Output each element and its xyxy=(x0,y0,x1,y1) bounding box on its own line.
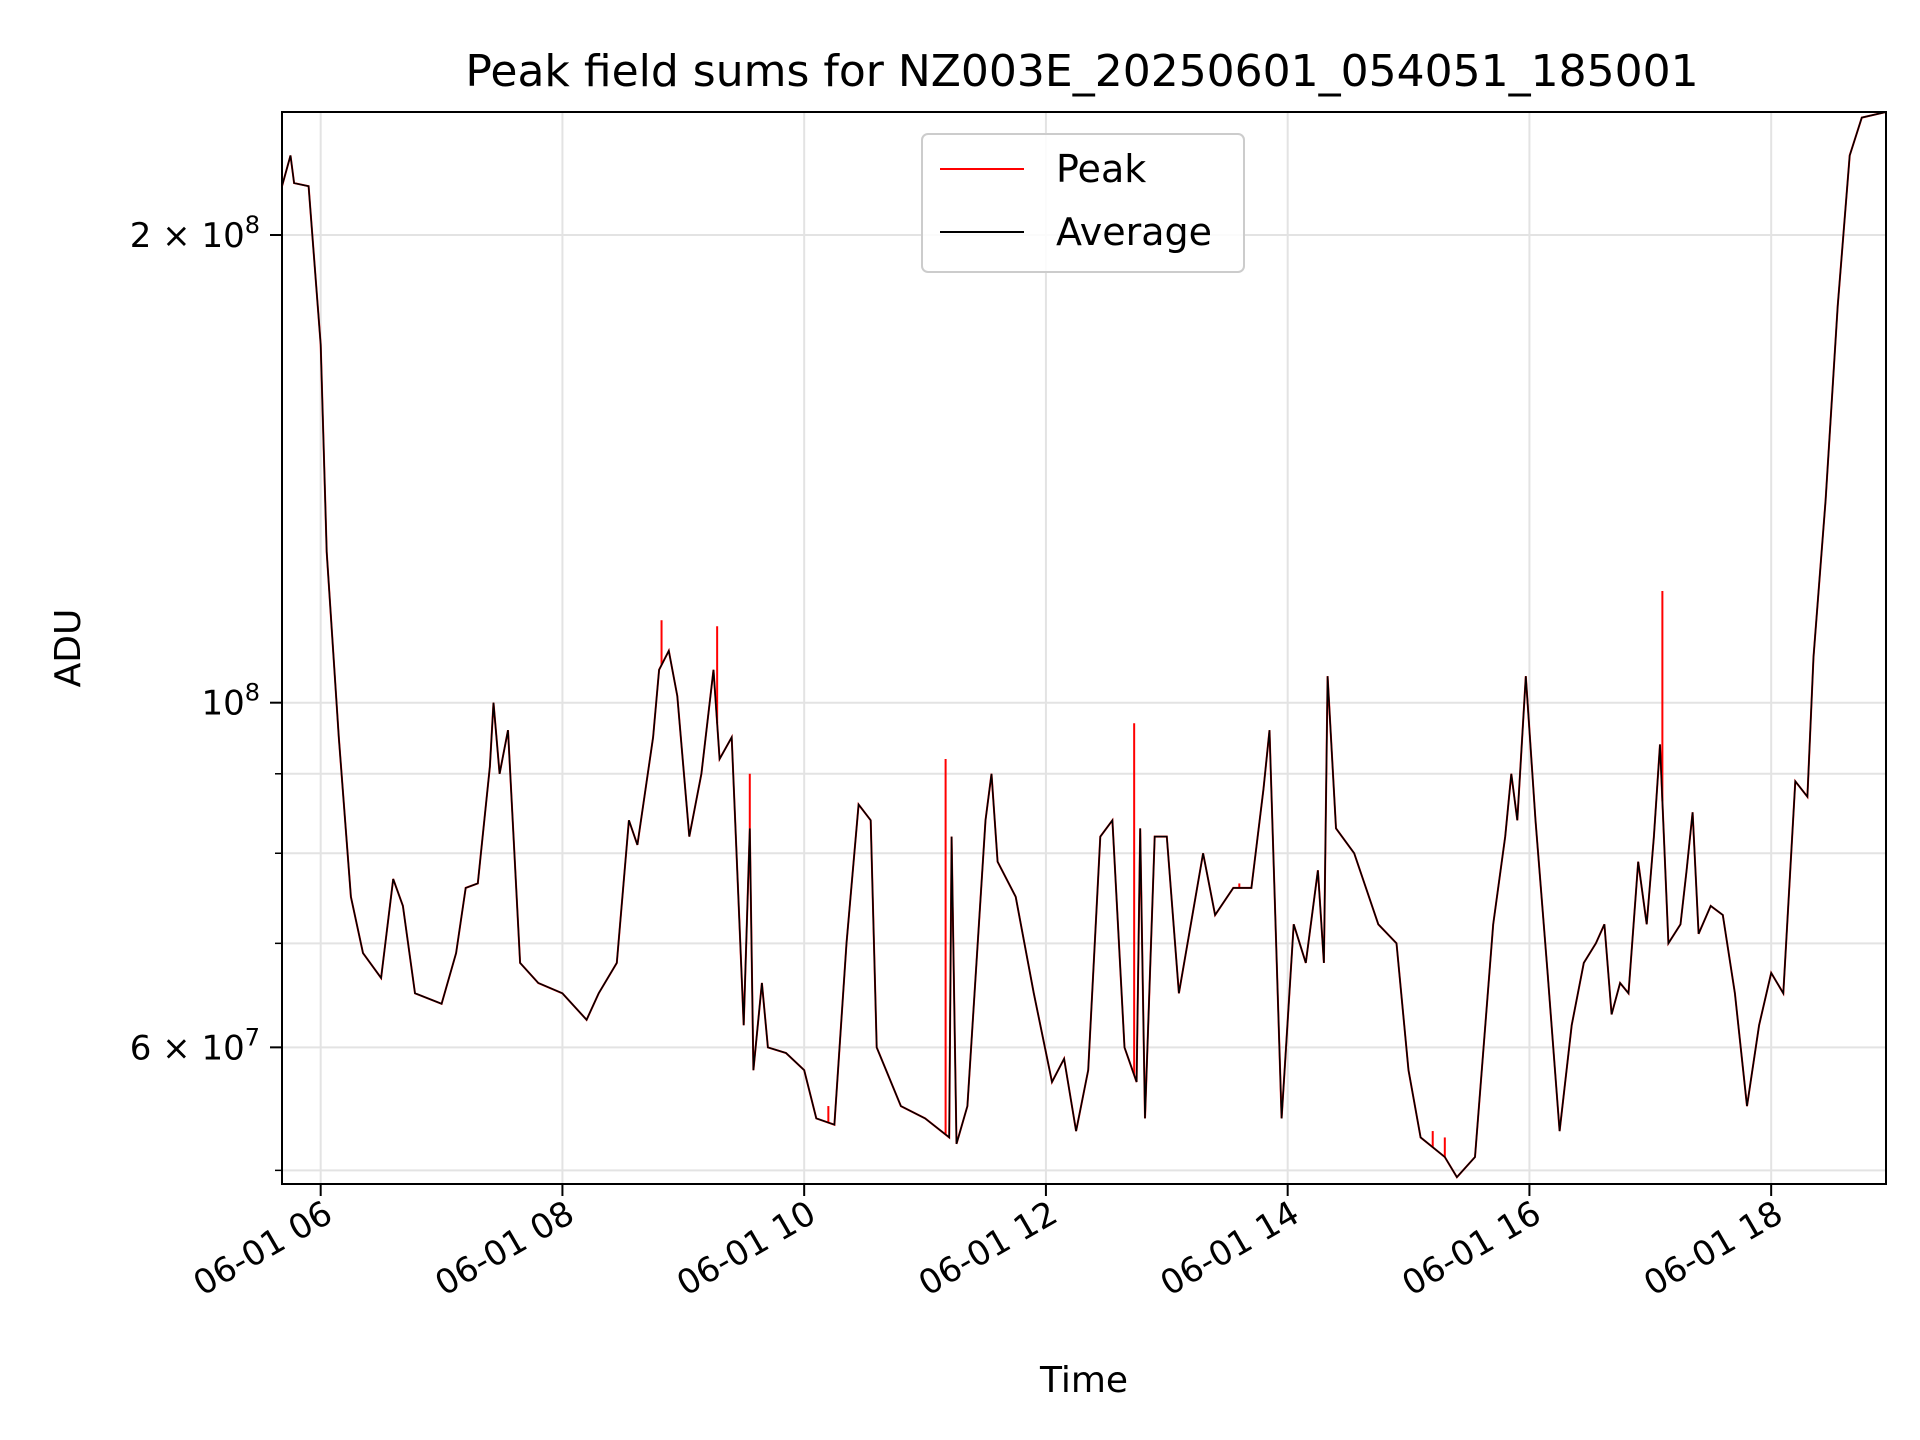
series-line-average xyxy=(282,112,1886,1179)
legend: Peak Average xyxy=(921,133,1245,273)
x-axis-label: Time xyxy=(1039,1360,1128,1401)
legend-label-average: Average xyxy=(1056,210,1212,254)
y-tick-label: 108 xyxy=(201,679,260,724)
y-tick-label: 2 × 108 xyxy=(130,211,260,256)
y-tick-label: 6 × 107 xyxy=(130,1023,260,1068)
axes-frame xyxy=(281,111,1887,1185)
legend-label-peak: Peak xyxy=(1056,147,1146,191)
plot-lines xyxy=(282,112,1886,1179)
y-ticks: 6 × 107 108 2 × 108 xyxy=(130,211,282,1172)
chart-title: Peak field sums for NZ003E_20250601_0540… xyxy=(465,46,1698,97)
y-axis-label: ADU xyxy=(48,609,89,688)
